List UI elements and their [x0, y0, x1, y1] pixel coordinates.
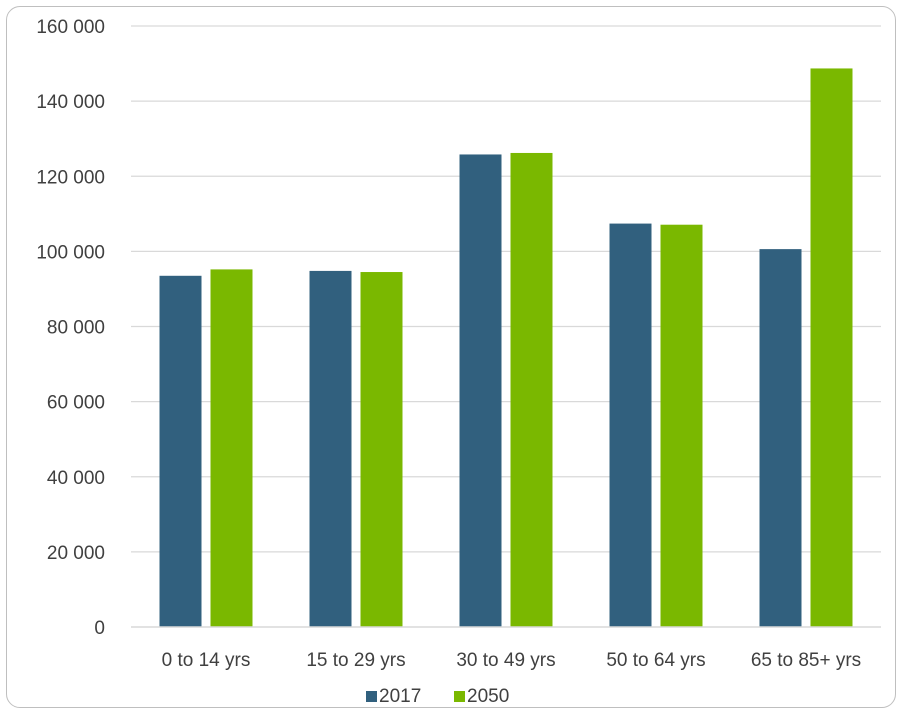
y-tick-label: 140 000 [36, 92, 105, 113]
y-tick-label: 60 000 [47, 393, 105, 414]
bar-2050-0 [210, 269, 253, 627]
bars [159, 68, 853, 628]
legend-swatch-2050 [454, 691, 465, 702]
x-axis-ticks: 0 to 14 yrs 15 to 29 yrs 30 to 49 yrs 50 to… [162, 650, 862, 671]
legend-label: 2050 [467, 686, 509, 707]
bar-2050-4 [810, 68, 853, 628]
y-tick-label: 80 000 [47, 318, 105, 339]
bar-2050-2 [510, 152, 553, 627]
legend-swatch-2017 [366, 691, 377, 702]
y-tick-label: 100 000 [36, 242, 105, 263]
y-tick-label: 160 000 [36, 17, 105, 38]
legend-label: 2017 [379, 686, 421, 707]
x-tick-label: 30 to 49 yrs [456, 650, 555, 671]
bar-2017-0 [159, 275, 202, 627]
x-tick-label: 0 to 14 yrs [162, 650, 251, 671]
y-tick-label: 120 000 [36, 167, 105, 188]
x-tick-label: 15 to 29 yrs [306, 650, 405, 671]
x-tick-label: 50 to 64 yrs [606, 650, 705, 671]
chart-frame [6, 6, 896, 708]
bar-2017-4 [759, 249, 802, 627]
bar-2050-3 [660, 224, 703, 627]
bar-2017-3 [609, 223, 652, 628]
y-tick-label: 40 000 [47, 468, 105, 489]
y-axis-ticks: 0 20 000 40 000 60 000 80 000 100 000 120 000 1… [36, 17, 105, 639]
y-tick-label: 0 [94, 618, 105, 639]
bar-2050-1 [360, 272, 403, 627]
bar-2017-1 [309, 270, 352, 627]
gridlines [131, 25, 881, 553]
legend: 2017 2050 [366, 686, 509, 707]
y-tick-label: 20 000 [47, 543, 105, 564]
x-tick-label: 65 to 85+ yrs [751, 650, 861, 671]
bar-2017-2 [459, 154, 502, 627]
